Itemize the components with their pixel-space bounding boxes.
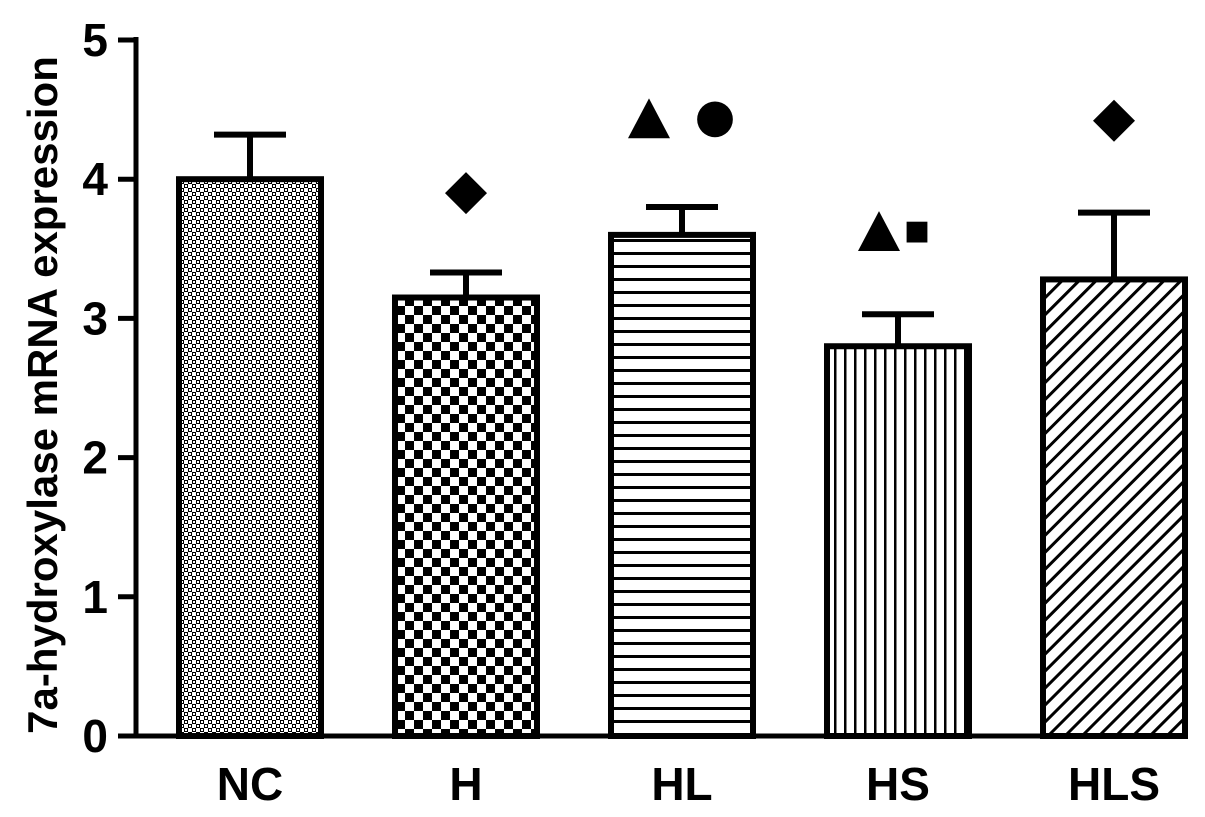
x-tick-label-hls: HLS — [1068, 758, 1160, 810]
bars-layer — [176, 176, 1188, 739]
y-tick-label: 0 — [82, 710, 108, 762]
significance-markers-layer — [445, 98, 1135, 251]
x-tick-label-h: H — [449, 758, 482, 810]
bar-hl — [608, 231, 756, 739]
circle-marker-hl — [697, 101, 733, 138]
x-tick-label-hl: HL — [651, 758, 712, 810]
diamond-marker-hls — [1093, 99, 1135, 142]
square-marker-hs — [906, 221, 928, 243]
error-bars-layer — [214, 131, 1150, 347]
y-ticks: 0 1 2 3 4 5 — [82, 14, 136, 762]
x-tick-label-hs: HS — [866, 758, 930, 810]
bar-hs — [824, 343, 972, 739]
bar-nc — [176, 176, 324, 739]
y-tick-label: 3 — [82, 292, 108, 344]
triangle-marker-hs — [858, 211, 900, 251]
y-tick-label: 2 — [82, 432, 108, 484]
y-tick-label: 4 — [82, 153, 108, 205]
y-tick-label: 5 — [82, 14, 108, 66]
x-tick-label-nc: NC — [217, 758, 283, 810]
x-tick-labels: NC H HL HS HLS — [217, 758, 1160, 810]
diamond-marker-h — [445, 172, 487, 215]
bar-hls — [1040, 276, 1188, 739]
bar-h — [392, 294, 540, 739]
y-tick-label: 1 — [82, 571, 108, 623]
y-axis-label: 7a-hydroxylase mRNA expression — [19, 56, 66, 734]
axes — [133, 37, 1188, 739]
triangle-marker-hl — [628, 98, 670, 139]
